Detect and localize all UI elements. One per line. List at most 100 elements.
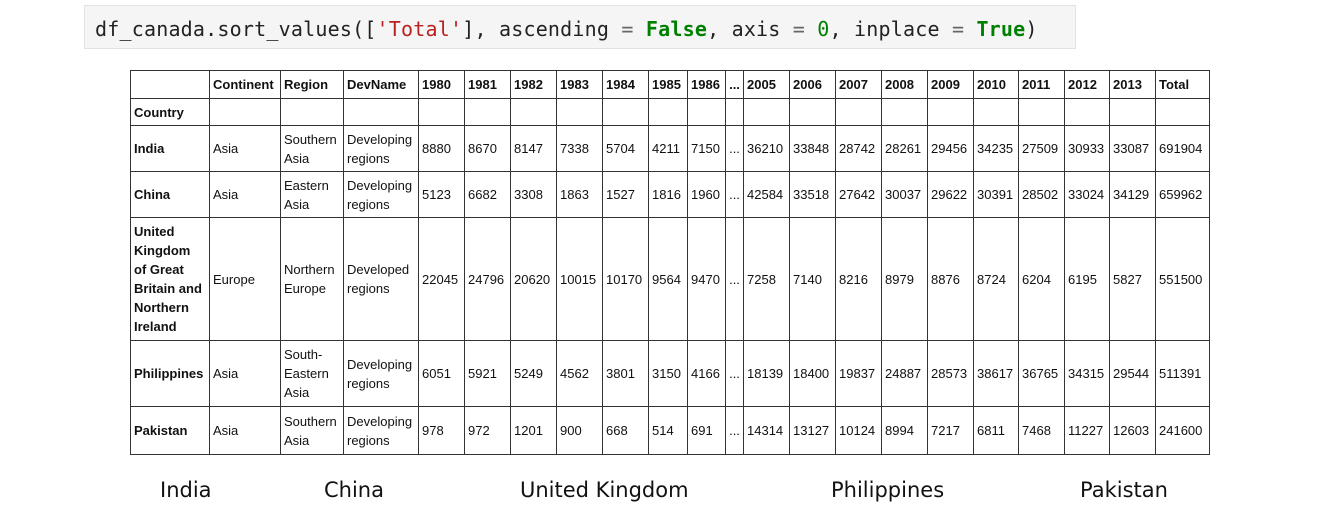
cell-value: 1816 bbox=[648, 171, 688, 218]
cell-value: 8880 bbox=[418, 125, 465, 172]
empty-header-cell bbox=[973, 98, 1019, 126]
cell-value: 972 bbox=[464, 406, 511, 455]
column-header: 1980 bbox=[418, 70, 465, 99]
cell-value: 24887 bbox=[881, 340, 928, 407]
cell-value: 33087 bbox=[1109, 125, 1156, 172]
empty-header-cell bbox=[343, 98, 419, 126]
cell-ellipsis: ... bbox=[725, 340, 744, 407]
code-eq: = bbox=[939, 17, 977, 41]
caption-label: India bbox=[160, 478, 212, 502]
cell-value: 900 bbox=[556, 406, 603, 455]
empty-header-cell bbox=[881, 98, 928, 126]
cell-value: 30933 bbox=[1064, 125, 1110, 172]
cell-value: 14314 bbox=[743, 406, 790, 455]
cell-value: 9564 bbox=[648, 217, 688, 341]
cell-continent: Asia bbox=[209, 340, 281, 407]
cell-value: 8876 bbox=[927, 217, 974, 341]
cell-ellipsis: ... bbox=[725, 217, 744, 341]
cell-region: Eastern Asia bbox=[280, 171, 344, 218]
column-header: 1982 bbox=[510, 70, 557, 99]
cell-region: Southern Asia bbox=[280, 125, 344, 172]
cell-value: 27509 bbox=[1018, 125, 1065, 172]
cell-value: 3150 bbox=[648, 340, 688, 407]
row-index-country: Pakistan bbox=[130, 406, 210, 455]
code-line: df_canada.sort_values(['Total'], ascendi… bbox=[95, 17, 1038, 41]
empty-header-cell bbox=[725, 98, 744, 126]
cell-ellipsis: ... bbox=[725, 125, 744, 172]
column-header: 2012 bbox=[1064, 70, 1110, 99]
empty-header-cell bbox=[1018, 98, 1065, 126]
table-row: Pakistan Asia Southern Asia Developing regi… bbox=[130, 406, 1210, 455]
cell-value: 6051 bbox=[418, 340, 465, 407]
cell-continent: Asia bbox=[209, 406, 281, 455]
empty-header-cell bbox=[510, 98, 557, 126]
cell-value: 38617 bbox=[973, 340, 1019, 407]
cell-region: Southern Asia bbox=[280, 406, 344, 455]
cell-value: 34235 bbox=[973, 125, 1019, 172]
code-inplace-value: True bbox=[976, 17, 1026, 41]
cell-value: 42584 bbox=[743, 171, 790, 218]
empty-header-cell bbox=[418, 98, 465, 126]
cell-value: 691 bbox=[687, 406, 726, 455]
column-header: 2007 bbox=[835, 70, 882, 99]
caption-label: China bbox=[324, 478, 384, 502]
column-header: ... bbox=[725, 70, 744, 99]
cell-value: 4166 bbox=[687, 340, 726, 407]
cell-value: 29544 bbox=[1109, 340, 1156, 407]
cell-value: 27642 bbox=[835, 171, 882, 218]
cell-value: 6204 bbox=[1018, 217, 1065, 341]
table-row: India Asia Southern Asia Developing regions… bbox=[130, 125, 1210, 172]
table-row: China Asia Eastern Asia Developing regions 5… bbox=[130, 171, 1210, 218]
cell-value: 691904 bbox=[1155, 125, 1210, 172]
code-call: df_canada.sort_values bbox=[95, 17, 353, 41]
cell-value: 511391 bbox=[1155, 340, 1210, 407]
column-header: 2013 bbox=[1109, 70, 1156, 99]
cell-value: 34129 bbox=[1109, 171, 1156, 218]
caption-label: Philippines bbox=[831, 478, 945, 502]
cell-value: 8216 bbox=[835, 217, 882, 341]
cell-value: 11227 bbox=[1064, 406, 1110, 455]
code-sep: , bbox=[829, 17, 855, 41]
row-index-country: India bbox=[130, 125, 210, 172]
index-name-header: Country bbox=[130, 98, 210, 126]
dataframe-table: Continent Region DevName 1980 1981 1982 1983 19… bbox=[130, 70, 1210, 455]
cell-value: 24796 bbox=[464, 217, 511, 341]
column-header: 1984 bbox=[602, 70, 649, 99]
column-header: 1981 bbox=[464, 70, 511, 99]
cell-devname: Developing regions bbox=[343, 340, 419, 407]
code-arg-inplace: inplace bbox=[854, 17, 940, 41]
caption-label: United Kingdom bbox=[520, 478, 689, 502]
cell-value: 5827 bbox=[1109, 217, 1156, 341]
cell-value: 20620 bbox=[510, 217, 557, 341]
index-corner-header bbox=[130, 70, 210, 99]
cell-value: 28261 bbox=[881, 125, 928, 172]
index-name-row: Country bbox=[130, 98, 1210, 126]
column-header: 2005 bbox=[743, 70, 790, 99]
code-arg-ascending: ascending bbox=[498, 17, 610, 41]
code-eq: = bbox=[780, 17, 818, 41]
cell-value: 36210 bbox=[743, 125, 790, 172]
cell-value: 551500 bbox=[1155, 217, 1210, 341]
cell-value: 659962 bbox=[1155, 171, 1210, 218]
column-header: 1986 bbox=[687, 70, 726, 99]
column-header: DevName bbox=[343, 70, 419, 99]
cell-value: 10170 bbox=[602, 217, 649, 341]
empty-header-cell bbox=[1064, 98, 1110, 126]
code-cell[interactable]: df_canada.sort_values(['Total'], ascendi… bbox=[84, 5, 1076, 49]
row-index-country: Philippines bbox=[130, 340, 210, 407]
caption-row: India China United Kingdom Philippines Pakis… bbox=[0, 478, 1338, 512]
cell-devname: Developing regions bbox=[343, 171, 419, 218]
empty-header-cell bbox=[835, 98, 882, 126]
cell-value: 6195 bbox=[1064, 217, 1110, 341]
cell-continent: Asia bbox=[209, 125, 281, 172]
cell-value: 34315 bbox=[1064, 340, 1110, 407]
column-header: 2008 bbox=[881, 70, 928, 99]
column-header: Total bbox=[1155, 70, 1210, 99]
cell-value: 33848 bbox=[789, 125, 836, 172]
cell-value: 29456 bbox=[927, 125, 974, 172]
cell-devname: Developed regions bbox=[343, 217, 419, 341]
code-axis-value: 0 bbox=[817, 17, 830, 41]
cell-value: 12603 bbox=[1109, 406, 1156, 455]
cell-value: 5921 bbox=[464, 340, 511, 407]
empty-header-cell bbox=[602, 98, 649, 126]
